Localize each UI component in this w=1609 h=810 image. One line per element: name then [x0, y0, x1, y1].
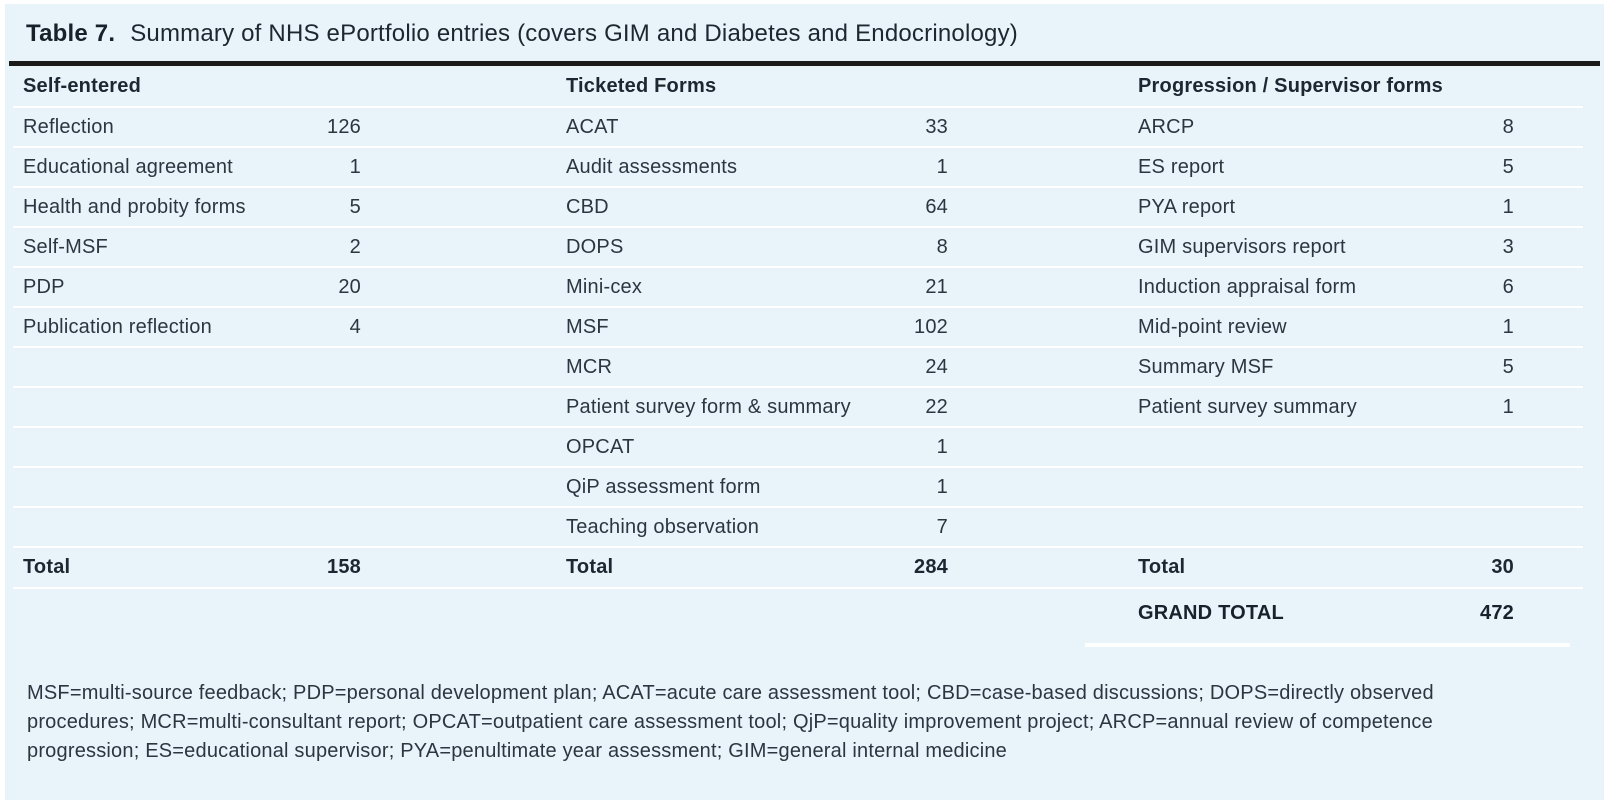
- row-label: QiP assessment form: [566, 475, 761, 498]
- table-caption: Table 7. Summary of NHS ePortfolio entrie…: [5, 4, 1604, 61]
- row-label: Summary MSF: [1138, 355, 1274, 378]
- row-value: 102: [914, 315, 948, 338]
- table-row: Health and probity forms 5 CBD 64 PYA re…: [13, 188, 1583, 228]
- row-label: PYA report: [1138, 195, 1236, 218]
- row-value: 2: [349, 235, 361, 258]
- row-value: 1: [1502, 315, 1514, 338]
- table-row: PDP 20 Mini-cex 21 Induction appraisal f…: [13, 268, 1583, 308]
- row-value: 64: [925, 195, 948, 218]
- table-row: Teaching observation 7: [13, 508, 1583, 548]
- row-label: ARCP: [1138, 115, 1195, 138]
- row-value: 21: [925, 275, 948, 298]
- row-value: 8: [1502, 115, 1514, 138]
- row-value: 1: [936, 435, 948, 458]
- page: Table 7. Summary of NHS ePortfolio entrie…: [0, 4, 1609, 810]
- totals-row: Total 158 Total 284 Total 30: [13, 548, 1583, 589]
- table-row: QiP assessment form 1: [13, 468, 1583, 508]
- total-value: 158: [327, 556, 361, 578]
- table-row: MCR 24 Summary MSF 5: [13, 348, 1583, 388]
- row-label: Patient survey summary: [1138, 395, 1357, 418]
- table-row: Patient survey form & summary 22 Patient…: [13, 388, 1583, 428]
- table-panel: Table 7. Summary of NHS ePortfolio entrie…: [5, 4, 1604, 800]
- row-value: 20: [338, 275, 361, 298]
- row-label: Patient survey form & summary: [566, 395, 851, 418]
- grand-total-underline: [1085, 643, 1570, 647]
- row-value: 24: [925, 355, 948, 378]
- row-value: 1: [1502, 395, 1514, 418]
- table-row: Educational agreement 1 Audit assessment…: [13, 148, 1583, 188]
- row-value: 126: [327, 115, 361, 138]
- footnote: MSF=multi-source feedback; PDP=personal …: [27, 682, 1434, 762]
- row-value: 6: [1502, 275, 1514, 298]
- group-header-ticketed-forms: Ticketed Forms: [566, 74, 717, 97]
- row-label: Reflection: [23, 115, 114, 138]
- total-label: Total: [1138, 556, 1186, 578]
- row-label: GIM supervisors report: [1138, 235, 1346, 258]
- grand-total-row: GRAND TOTAL 472: [13, 589, 1583, 637]
- row-value: 8: [936, 235, 948, 258]
- total-value: 30: [1491, 556, 1514, 578]
- row-value: 5: [349, 195, 361, 218]
- grand-total-label: GRAND TOTAL: [1138, 601, 1284, 624]
- row-value: 3: [1502, 235, 1514, 258]
- total-value: 284: [914, 556, 948, 578]
- row-label: ES report: [1138, 155, 1225, 178]
- row-label: Teaching observation: [566, 515, 760, 538]
- table-title: Summary of NHS ePortfolio entries (cover…: [130, 20, 1018, 47]
- row-value: 5: [1502, 155, 1514, 178]
- row-label: OPCAT: [566, 435, 635, 458]
- grand-total-value: 472: [1480, 601, 1514, 624]
- row-value: 7: [936, 515, 948, 538]
- row-label: Induction appraisal form: [1138, 275, 1357, 298]
- table-row: Self-MSF 2 DOPS 8 GIM supervisors report…: [13, 228, 1583, 268]
- row-label: MSF: [566, 315, 609, 338]
- row-label: Health and probity forms: [23, 195, 246, 218]
- row-value: 1: [1502, 195, 1514, 218]
- row-label: DOPS: [566, 235, 624, 258]
- total-label: Total: [566, 556, 614, 578]
- row-value: 5: [1502, 355, 1514, 378]
- row-label: MCR: [566, 355, 613, 378]
- row-label: Educational agreement: [23, 155, 233, 178]
- group-header-self-entered: Self-entered: [23, 74, 141, 97]
- row-label: Audit assessments: [566, 155, 738, 178]
- table-number: Table 7.: [26, 20, 116, 47]
- summary-table: Self-entered Ticketed Forms Progression …: [13, 66, 1583, 637]
- total-label: Total: [23, 556, 71, 578]
- column-headers-row: Self-entered Ticketed Forms Progression …: [13, 66, 1583, 108]
- row-value: 33: [925, 115, 948, 138]
- row-label: ACAT: [566, 115, 619, 138]
- table-row: OPCAT 1: [13, 428, 1583, 468]
- row-value: 1: [936, 155, 948, 178]
- table-row: Reflection 126 ACAT 33 ARCP 8: [13, 108, 1583, 148]
- row-label: Publication reflection: [23, 315, 212, 338]
- group-header-progression-supervisor: Progression / Supervisor forms: [1138, 74, 1443, 97]
- table-row: Publication reflection 4 MSF 102 Mid-poi…: [13, 308, 1583, 348]
- row-label: Mid-point review: [1138, 315, 1287, 338]
- row-label: Self-MSF: [23, 235, 108, 258]
- row-value: 4: [349, 315, 361, 338]
- row-value: 1: [936, 475, 948, 498]
- row-label: PDP: [23, 275, 65, 298]
- row-label: CBD: [566, 195, 609, 218]
- row-value: 1: [349, 155, 361, 178]
- row-label: Mini-cex: [566, 275, 643, 298]
- title-divider: [9, 61, 1600, 66]
- row-value: 22: [925, 395, 948, 418]
